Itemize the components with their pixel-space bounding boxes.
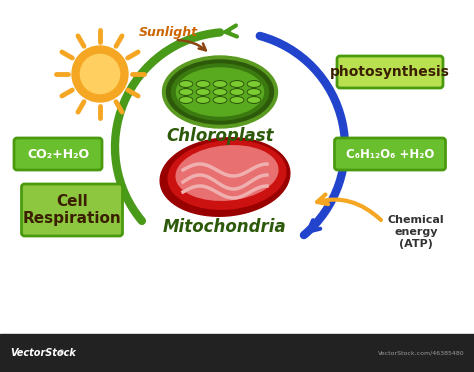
Ellipse shape <box>196 80 210 87</box>
Text: C₆H₁₂O₆ +H₂O: C₆H₁₂O₆ +H₂O <box>346 148 434 160</box>
Text: VectorStock: VectorStock <box>10 348 76 358</box>
Text: Chloroplast: Chloroplast <box>166 127 274 145</box>
FancyBboxPatch shape <box>14 138 102 170</box>
FancyBboxPatch shape <box>337 56 443 88</box>
Text: photosynthesis: photosynthesis <box>330 65 450 79</box>
Ellipse shape <box>230 96 244 103</box>
Text: Chemical
energy
(ATP): Chemical energy (ATP) <box>388 215 445 248</box>
Text: Cell
Respiration: Cell Respiration <box>23 194 121 226</box>
Text: Sunlight: Sunlight <box>138 26 198 38</box>
Text: Mitochondria: Mitochondria <box>163 218 287 236</box>
FancyBboxPatch shape <box>21 184 122 236</box>
Ellipse shape <box>176 68 264 116</box>
Ellipse shape <box>213 96 227 103</box>
FancyBboxPatch shape <box>335 138 446 170</box>
Ellipse shape <box>247 96 261 103</box>
Ellipse shape <box>230 80 244 87</box>
Ellipse shape <box>172 64 268 120</box>
Ellipse shape <box>196 89 210 96</box>
Text: VectorStock.com/46385480: VectorStock.com/46385480 <box>378 350 465 356</box>
Ellipse shape <box>168 141 286 209</box>
Bar <box>0 334 474 372</box>
Ellipse shape <box>213 80 227 87</box>
Ellipse shape <box>196 96 210 103</box>
Ellipse shape <box>247 80 261 87</box>
Circle shape <box>81 54 119 94</box>
Ellipse shape <box>213 89 227 96</box>
Ellipse shape <box>176 146 278 200</box>
Ellipse shape <box>160 138 290 216</box>
Text: CO₂+H₂O: CO₂+H₂O <box>27 148 89 160</box>
Ellipse shape <box>163 56 277 128</box>
Ellipse shape <box>179 96 193 103</box>
Text: ®: ® <box>58 350 65 356</box>
Ellipse shape <box>247 89 261 96</box>
Ellipse shape <box>166 60 273 124</box>
Circle shape <box>72 46 128 102</box>
Ellipse shape <box>179 80 193 87</box>
Ellipse shape <box>179 89 193 96</box>
Ellipse shape <box>230 89 244 96</box>
